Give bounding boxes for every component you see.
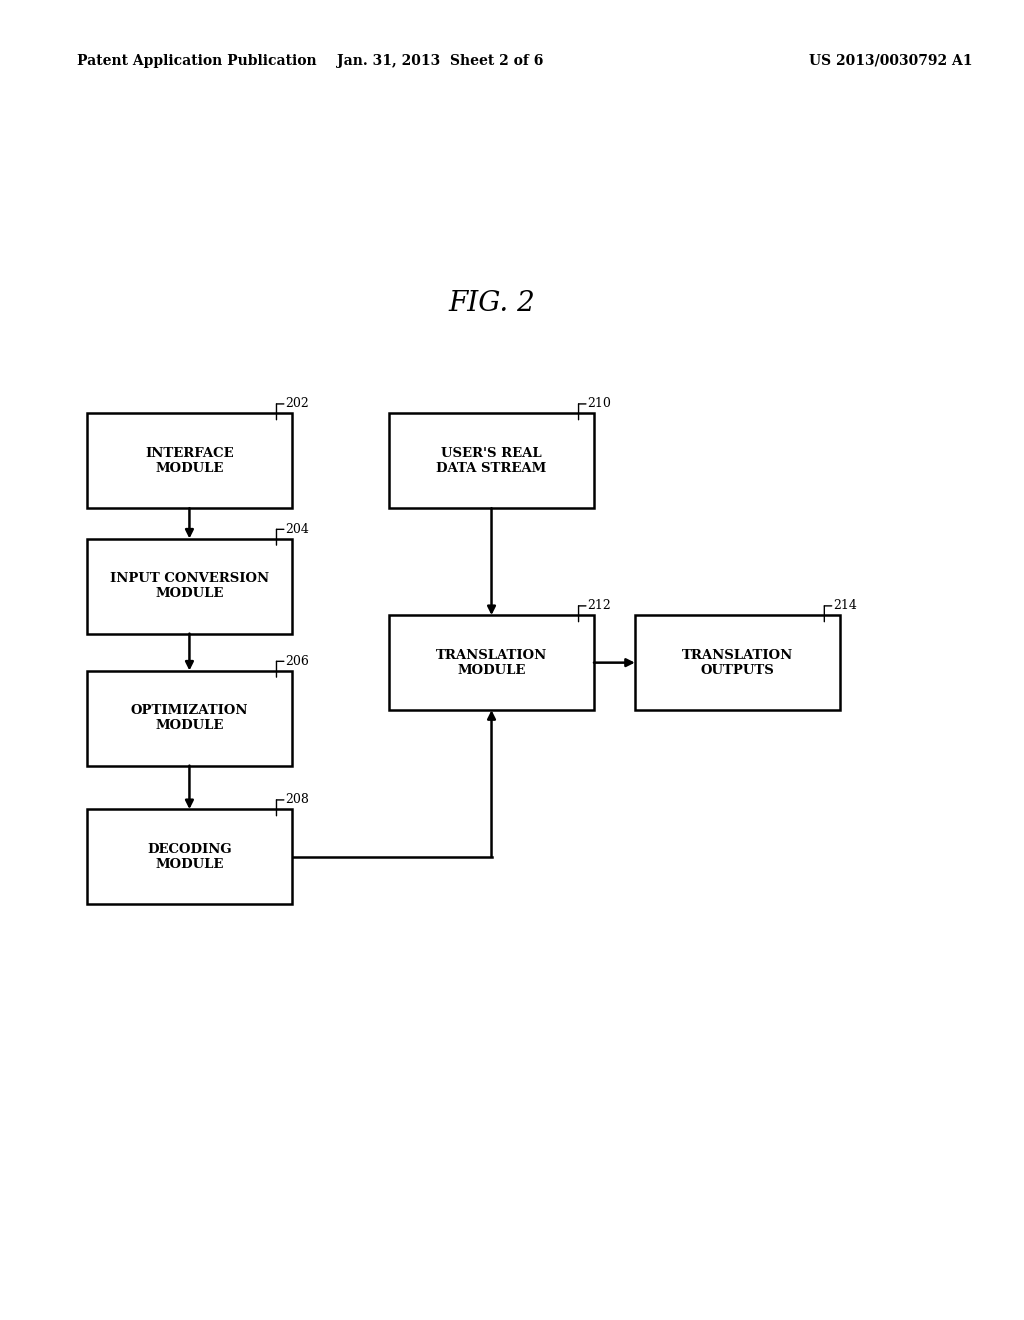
Bar (635, 615, 840, 710)
Text: 204: 204 (285, 523, 309, 536)
Text: FIG. 2: FIG. 2 (449, 290, 535, 317)
Bar (87, 413, 292, 508)
Bar (87, 539, 292, 634)
Text: 202: 202 (285, 397, 309, 411)
Bar (389, 413, 594, 508)
Text: US 2013/0030792 A1: US 2013/0030792 A1 (809, 54, 973, 67)
Text: 210: 210 (587, 397, 611, 411)
Bar (87, 671, 292, 766)
Text: 206: 206 (285, 655, 309, 668)
Text: USER'S REAL
DATA STREAM: USER'S REAL DATA STREAM (436, 446, 547, 475)
Text: INPUT CONVERSION
MODULE: INPUT CONVERSION MODULE (110, 572, 269, 601)
Text: TRANSLATION
OUTPUTS: TRANSLATION OUTPUTS (682, 648, 793, 677)
Bar (87, 809, 292, 904)
Text: 212: 212 (587, 599, 611, 612)
Text: Jan. 31, 2013  Sheet 2 of 6: Jan. 31, 2013 Sheet 2 of 6 (337, 54, 544, 67)
Text: TRANSLATION
MODULE: TRANSLATION MODULE (436, 648, 547, 677)
Text: 214: 214 (833, 599, 857, 612)
Text: 208: 208 (285, 793, 309, 807)
Bar (389, 615, 594, 710)
Text: INTERFACE
MODULE: INTERFACE MODULE (145, 446, 233, 475)
Text: Patent Application Publication: Patent Application Publication (77, 54, 316, 67)
Text: DECODING
MODULE: DECODING MODULE (147, 842, 231, 871)
Text: OPTIMIZATION
MODULE: OPTIMIZATION MODULE (131, 704, 248, 733)
